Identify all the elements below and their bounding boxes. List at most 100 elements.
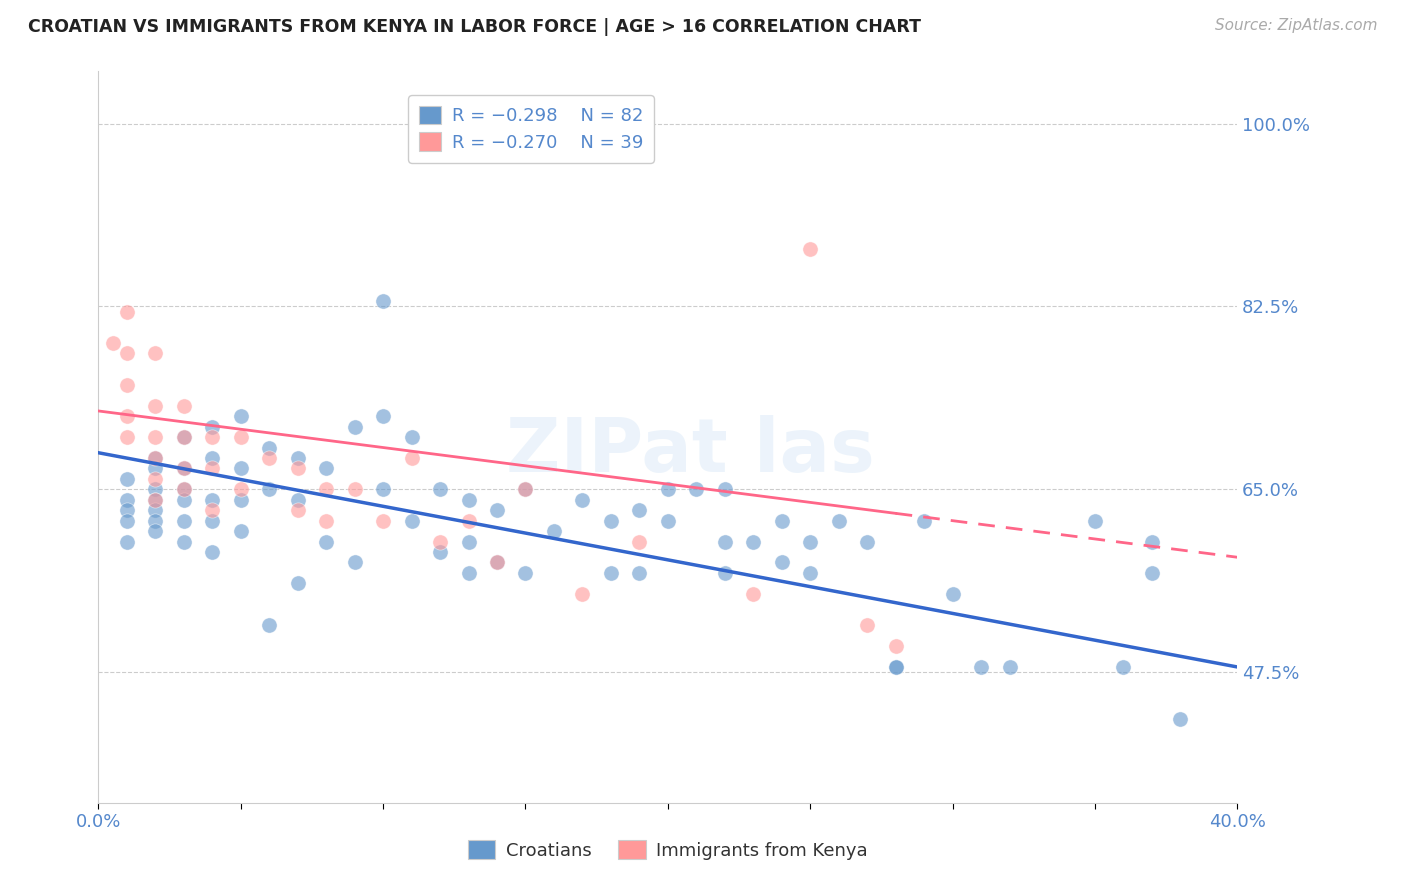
Text: Source: ZipAtlas.com: Source: ZipAtlas.com	[1215, 18, 1378, 33]
Point	[884, 639, 907, 653]
Point	[115, 409, 138, 424]
Point	[714, 483, 737, 497]
Point	[173, 461, 195, 475]
Point	[173, 399, 195, 413]
Point	[173, 492, 195, 507]
Point	[571, 587, 593, 601]
Point	[828, 514, 851, 528]
Point	[714, 566, 737, 580]
Point	[742, 587, 765, 601]
Point	[401, 450, 423, 465]
Point	[229, 430, 252, 444]
Point	[429, 545, 451, 559]
Point	[229, 524, 252, 538]
Point	[287, 503, 309, 517]
Point	[259, 618, 281, 632]
Point	[315, 514, 337, 528]
Point	[287, 576, 309, 591]
Point	[201, 461, 224, 475]
Point	[115, 377, 138, 392]
Point	[115, 304, 138, 318]
Point	[115, 514, 138, 528]
Point	[201, 514, 224, 528]
Point	[115, 503, 138, 517]
Legend: Croatians, Immigrants from Kenya: Croatians, Immigrants from Kenya	[461, 833, 875, 867]
Point	[856, 618, 879, 632]
Point	[970, 660, 993, 674]
Point	[373, 514, 395, 528]
Point	[259, 483, 281, 497]
Point	[571, 492, 593, 507]
Point	[145, 450, 167, 465]
Point	[173, 534, 195, 549]
Point	[457, 566, 479, 580]
Point	[515, 483, 537, 497]
Point	[201, 545, 224, 559]
Point	[884, 660, 907, 674]
Point	[229, 461, 252, 475]
Point	[343, 483, 366, 497]
Point	[145, 461, 167, 475]
Point	[1140, 566, 1163, 580]
Point	[486, 503, 509, 517]
Point	[543, 524, 565, 538]
Point	[742, 534, 765, 549]
Point	[229, 483, 252, 497]
Point	[229, 492, 252, 507]
Point	[799, 534, 821, 549]
Point	[343, 556, 366, 570]
Point	[770, 556, 793, 570]
Point	[201, 492, 224, 507]
Point	[457, 534, 479, 549]
Point	[515, 566, 537, 580]
Point	[115, 346, 138, 360]
Text: CROATIAN VS IMMIGRANTS FROM KENYA IN LABOR FORCE | AGE > 16 CORRELATION CHART: CROATIAN VS IMMIGRANTS FROM KENYA IN LAB…	[28, 18, 921, 36]
Point	[657, 483, 679, 497]
Point	[259, 450, 281, 465]
Point	[628, 566, 651, 580]
Point	[145, 450, 167, 465]
Point	[115, 534, 138, 549]
Point	[714, 534, 737, 549]
Point	[457, 514, 479, 528]
Point	[173, 514, 195, 528]
Point	[115, 430, 138, 444]
Point	[1084, 514, 1107, 528]
Point	[600, 514, 623, 528]
Point	[145, 399, 167, 413]
Point	[145, 430, 167, 444]
Point	[600, 566, 623, 580]
Point	[145, 346, 167, 360]
Point	[912, 514, 935, 528]
Point	[486, 556, 509, 570]
Point	[145, 514, 167, 528]
Point	[145, 483, 167, 497]
Point	[115, 492, 138, 507]
Point	[685, 483, 707, 497]
Point	[1026, 848, 1049, 863]
Point	[515, 483, 537, 497]
Point	[373, 294, 395, 309]
Point	[770, 514, 793, 528]
Point	[259, 441, 281, 455]
Point	[145, 492, 167, 507]
Point	[115, 472, 138, 486]
Point	[145, 503, 167, 517]
Point	[201, 503, 224, 517]
Point	[201, 450, 224, 465]
Point	[173, 430, 195, 444]
Point	[229, 409, 252, 424]
Text: ZIPat las: ZIPat las	[506, 415, 875, 488]
Point	[201, 430, 224, 444]
Point	[628, 534, 651, 549]
Point	[201, 419, 224, 434]
Point	[799, 566, 821, 580]
Point	[1170, 712, 1192, 726]
Point	[173, 461, 195, 475]
Point	[884, 660, 907, 674]
Point	[401, 514, 423, 528]
Point	[657, 514, 679, 528]
Point	[315, 483, 337, 497]
Point	[856, 534, 879, 549]
Point	[145, 492, 167, 507]
